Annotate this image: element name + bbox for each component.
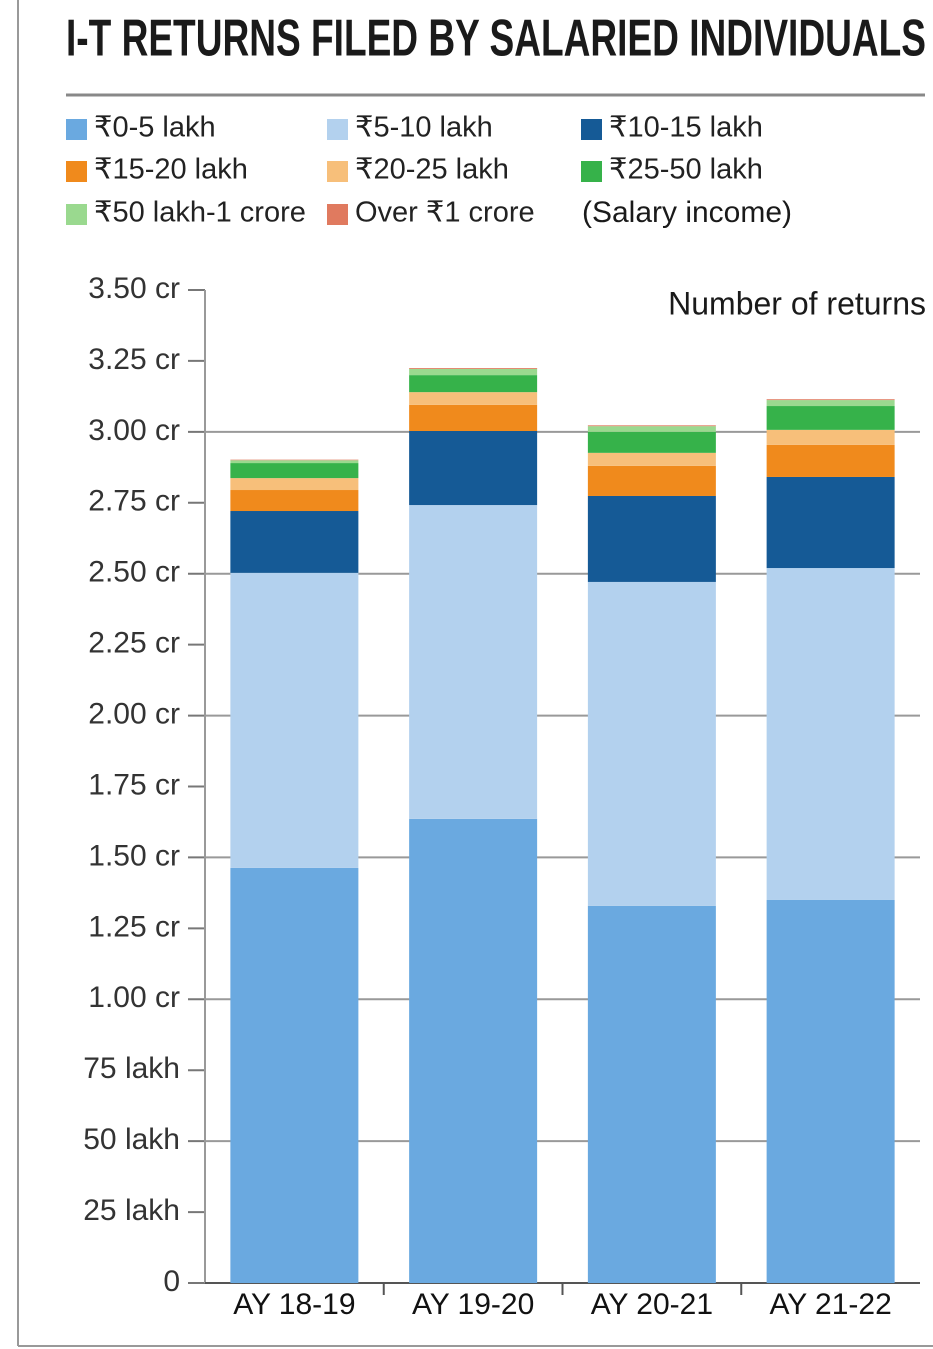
bar-segment (409, 392, 538, 405)
x-tick-label: AY 19-20 (412, 1288, 534, 1321)
bar-segment (230, 867, 359, 1283)
bar-segment (587, 425, 716, 427)
legend-label: ₹20-25 lakh (355, 154, 509, 186)
legend-label: ₹15-20 lakh (94, 154, 248, 186)
bar-segment (230, 572, 359, 868)
bar-segment (766, 429, 895, 445)
legend-swatch (327, 119, 348, 140)
bar-segment (409, 368, 538, 376)
bar-segment (766, 899, 895, 1283)
bar-segment (230, 463, 359, 479)
bar-segment (587, 495, 716, 582)
y-tick-label: 50 lakh (83, 1123, 180, 1156)
legend-swatch (581, 161, 602, 182)
bar-segment (409, 818, 538, 1283)
bar-segment (230, 478, 359, 491)
legend-swatch (581, 119, 602, 140)
y-tick-label: 25 lakh (83, 1194, 180, 1227)
bar-segment (409, 404, 538, 432)
y-tick-label: 3.50 cr (88, 272, 180, 305)
legend-label: ₹25-50 lakh (609, 154, 763, 186)
y-tick-label: 2.00 cr (88, 697, 180, 730)
legend-swatch (327, 161, 348, 182)
x-tick-label: AY 20-21 (591, 1288, 713, 1321)
bar-segment (766, 568, 895, 900)
bar-segment (230, 490, 359, 512)
bar-segment (230, 460, 359, 464)
y-tick-label: 1.75 cr (88, 768, 180, 801)
note: (Salary income) (582, 196, 792, 229)
legend-swatch (66, 204, 87, 225)
y-tick-label: 1.25 cr (88, 910, 180, 943)
legend-swatch (327, 204, 348, 225)
legend-swatch (66, 161, 87, 182)
y-tick-label: 2.50 cr (88, 556, 180, 589)
bar-segment (409, 368, 538, 369)
bar-segment (587, 581, 716, 906)
bar-segment (230, 511, 359, 573)
y-tick-label: 1.00 cr (88, 981, 180, 1014)
bar-segment (587, 426, 716, 432)
bar-segment (409, 505, 538, 819)
y-tick-label: 2.75 cr (88, 485, 180, 518)
chart-title: I-T RETURNS FILED BY SALARIED INDIVIDUAL… (66, 10, 926, 68)
legend-label: ₹5-10 lakh (355, 112, 493, 144)
bar-segment (587, 465, 716, 496)
y-tick-label: 3.25 cr (88, 343, 180, 376)
legend-swatch (66, 119, 87, 140)
bar-segment (587, 905, 716, 1283)
bar-segment (766, 399, 895, 401)
bar-segment (587, 452, 716, 466)
y-tick-label: 1.50 cr (88, 839, 180, 872)
bar-segment (766, 476, 895, 569)
y-axis-label: Number of returns (668, 285, 926, 321)
bar-segment (409, 431, 538, 506)
bar-segment (230, 459, 359, 461)
y-tick-label: 0 (163, 1265, 180, 1298)
bar-segment (409, 375, 538, 393)
bar-segment (766, 400, 895, 407)
legend-label: Over ₹1 crore (355, 197, 535, 229)
y-tick-label: 3.00 cr (88, 414, 180, 447)
y-tick-label: 2.25 cr (88, 627, 180, 660)
legend-label: ₹10-15 lakh (609, 112, 763, 144)
bar-segment (766, 406, 895, 430)
bar-segment (587, 431, 716, 453)
x-tick-label: AY 18-19 (233, 1288, 355, 1321)
y-tick-label: 75 lakh (83, 1052, 180, 1085)
bar-segment (766, 444, 895, 477)
x-tick-label: AY 21-22 (769, 1288, 891, 1321)
legend-label: ₹0-5 lakh (94, 112, 216, 144)
legend-label: ₹50 lakh-1 crore (94, 197, 306, 229)
